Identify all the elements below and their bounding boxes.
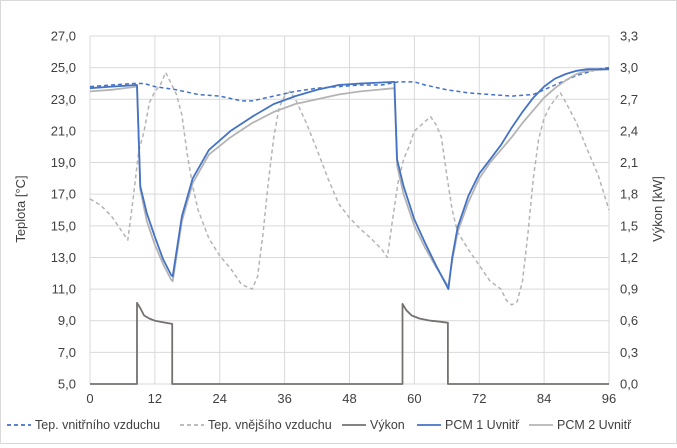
y2-tick-label: 0,0 [620,377,638,392]
x-tick-label: 84 [537,391,551,406]
series-line [89,66,610,102]
y-tick-label: 9,0 [58,313,76,328]
legend-label: Výkon [370,418,405,432]
x-tick-label: 60 [407,391,421,406]
y-axis-title: Teplota [°C] [13,175,28,242]
y-tick-label: 23,0 [51,92,76,107]
y2-tick-label: 0,3 [620,345,638,360]
x-tick-label: 96 [602,391,616,406]
x-tick-label: 72 [472,391,486,406]
y-tick-label: 5,0 [58,377,76,392]
y2-tick-label: 2,4 [620,123,638,138]
y2-tick-label: 3,0 [620,60,638,75]
y-tick-label: 25,0 [51,60,76,75]
y-tick-label: 21,0 [51,123,76,138]
series-line [89,68,610,287]
left-axis-ticks: 5,0 7,0 9,0 11,0 13,0 15,0 17,0 19,0 21,0 23,0 25,… [51,29,76,392]
y2-tick-label: 1,8 [620,187,638,202]
y-tick-label: 13,0 [51,250,76,265]
y-tick-label: 27,0 [51,29,76,44]
y2-tick-label: 2,1 [620,155,638,170]
y2-tick-label: 1,5 [620,218,638,233]
y2-tick-label: 0,6 [620,313,638,328]
y-tick-label: 19,0 [51,155,76,170]
series-line [89,71,610,306]
legend-label: PCM 2 Uvnitř [557,418,632,432]
x-tick-label: 0 [86,391,93,406]
series-line [90,301,609,385]
legend-label: Tep. vnitřního vzduchu [35,418,160,432]
y-tick-label: 17,0 [51,187,76,202]
series-line [89,68,609,291]
legend-label: PCM 1 Uvnitř [445,418,520,432]
series-layer [89,66,610,385]
y2-tick-label: 3,3 [620,29,638,44]
gridlines [89,35,610,385]
y-tick-label: 7,0 [58,345,76,360]
legend-label: Tep. vnějšího vzduchu [208,418,332,432]
x-tick-label: 12 [148,391,162,406]
y-tick-label: 15,0 [51,218,76,233]
x-tick-label: 36 [277,391,291,406]
y2-tick-label: 2,7 [620,92,638,107]
y2-tick-label: 1,2 [620,250,638,265]
right-axis-ticks: 0,0 0,3 0,6 0,9 1,2 1,5 1,8 2,1 2,4 2,7 3,0 3,3 [620,29,638,392]
legend: Tep. vnitřního vzduchu Tep. vnějšího vzdu… [7,418,632,432]
x-tick-label: 24 [213,391,227,406]
y2-axis-title: Výkon [kW] [650,176,665,242]
x-axis-ticks: 0 12 24 36 48 60 72 84 96 [86,391,616,406]
y-tick-label: 11,0 [52,282,76,297]
y2-tick-label: 0,9 [620,282,638,297]
x-tick-label: 48 [342,391,356,406]
